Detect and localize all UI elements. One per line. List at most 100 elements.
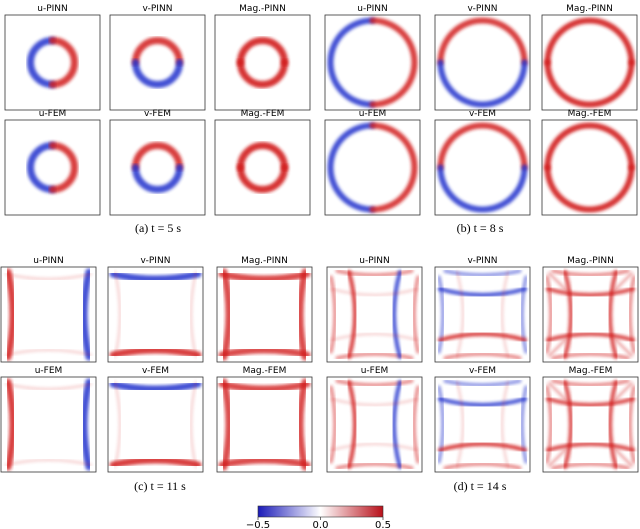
field-band bbox=[335, 462, 414, 470]
field-band bbox=[545, 275, 553, 354]
field-band bbox=[544, 164, 635, 213]
field-band bbox=[608, 270, 618, 359]
panel-bg bbox=[215, 15, 310, 110]
panel-bg bbox=[325, 15, 420, 110]
field-band bbox=[109, 346, 202, 359]
panel-title: u-FEM bbox=[361, 366, 389, 376]
field-band bbox=[443, 462, 522, 470]
panel-bg bbox=[1, 377, 96, 472]
panel-bg bbox=[327, 267, 422, 362]
field-band bbox=[437, 59, 528, 108]
panel-frame bbox=[216, 376, 313, 473]
field bbox=[132, 142, 183, 193]
field-band bbox=[5, 273, 92, 280]
field-band bbox=[608, 380, 618, 469]
field-band bbox=[218, 456, 311, 469]
panel bbox=[0, 376, 97, 473]
panel-bg bbox=[110, 15, 205, 110]
field-band bbox=[437, 275, 445, 354]
field-band bbox=[546, 442, 635, 452]
panel-bg bbox=[217, 377, 312, 472]
field bbox=[109, 380, 202, 469]
field-band bbox=[109, 270, 202, 283]
field-band bbox=[114, 271, 121, 358]
panel-frame bbox=[109, 14, 206, 111]
field bbox=[327, 122, 418, 213]
panel bbox=[4, 14, 101, 111]
panel-bg bbox=[110, 120, 205, 215]
field-band bbox=[190, 381, 197, 468]
panel bbox=[107, 266, 204, 363]
field-band bbox=[335, 352, 414, 360]
field-band bbox=[347, 380, 357, 469]
field-band bbox=[438, 332, 527, 342]
field bbox=[4, 378, 93, 471]
field-band bbox=[544, 59, 635, 108]
field bbox=[27, 37, 78, 88]
field-band bbox=[4, 268, 17, 361]
panel-bg bbox=[542, 15, 637, 110]
panel-bg bbox=[435, 267, 530, 362]
panel bbox=[324, 14, 421, 111]
panel-title: Mag.-FEM bbox=[569, 366, 613, 376]
field-band bbox=[220, 378, 233, 471]
field-band bbox=[563, 270, 573, 359]
panel-title: v-PINN bbox=[468, 4, 498, 14]
field-band bbox=[27, 37, 56, 88]
field bbox=[4, 268, 93, 361]
field-band bbox=[49, 37, 78, 88]
field-band bbox=[80, 378, 93, 471]
field bbox=[329, 269, 420, 360]
field bbox=[544, 17, 635, 108]
subfigure-caption: (a) t = 5 s bbox=[135, 221, 181, 235]
field-band bbox=[220, 268, 233, 361]
panel-title: Mag.-FEM bbox=[568, 109, 612, 119]
field-band bbox=[331, 443, 418, 451]
panel-frame bbox=[326, 266, 423, 363]
field-band bbox=[132, 59, 183, 88]
panel-title: v-PINN bbox=[141, 256, 171, 266]
field-band bbox=[615, 339, 633, 357]
field-band bbox=[237, 142, 288, 171]
field bbox=[218, 268, 311, 361]
panel-title: Mag.-PINN bbox=[241, 256, 288, 266]
field bbox=[329, 379, 420, 470]
colorbar-tick-label: −0.5 bbox=[246, 520, 270, 529]
panel-title: Mag.-PINN bbox=[567, 256, 614, 266]
field-band bbox=[327, 122, 376, 213]
field-band bbox=[369, 122, 418, 213]
field-band bbox=[237, 37, 288, 66]
field-band bbox=[347, 270, 357, 359]
panel bbox=[4, 119, 101, 216]
panel-title: Mag.-PINN bbox=[566, 4, 613, 14]
field-band bbox=[327, 17, 376, 108]
field-band bbox=[237, 59, 288, 88]
panel-frame bbox=[0, 376, 97, 473]
field-band bbox=[5, 459, 92, 466]
panel bbox=[214, 14, 311, 111]
panel-bg bbox=[215, 120, 310, 215]
field-band bbox=[456, 381, 464, 468]
field-band bbox=[551, 379, 630, 387]
field-band bbox=[218, 346, 311, 359]
field-band bbox=[218, 380, 311, 393]
field-band bbox=[329, 275, 337, 354]
panel-frame bbox=[326, 376, 423, 473]
panel-bg bbox=[5, 120, 100, 215]
panel-title: Mag.-PINN bbox=[239, 4, 286, 14]
field-band bbox=[546, 332, 635, 342]
panel-bg bbox=[542, 120, 637, 215]
field bbox=[437, 122, 528, 213]
field bbox=[437, 379, 528, 470]
field-band bbox=[546, 397, 635, 407]
field-band bbox=[563, 380, 573, 469]
panel-bg bbox=[435, 377, 530, 472]
field-band bbox=[443, 352, 522, 360]
panel-frame bbox=[541, 14, 638, 111]
field bbox=[545, 379, 636, 470]
field-band bbox=[437, 164, 528, 213]
panel-bg bbox=[108, 377, 203, 472]
panel bbox=[216, 376, 313, 473]
field-band bbox=[331, 333, 418, 341]
